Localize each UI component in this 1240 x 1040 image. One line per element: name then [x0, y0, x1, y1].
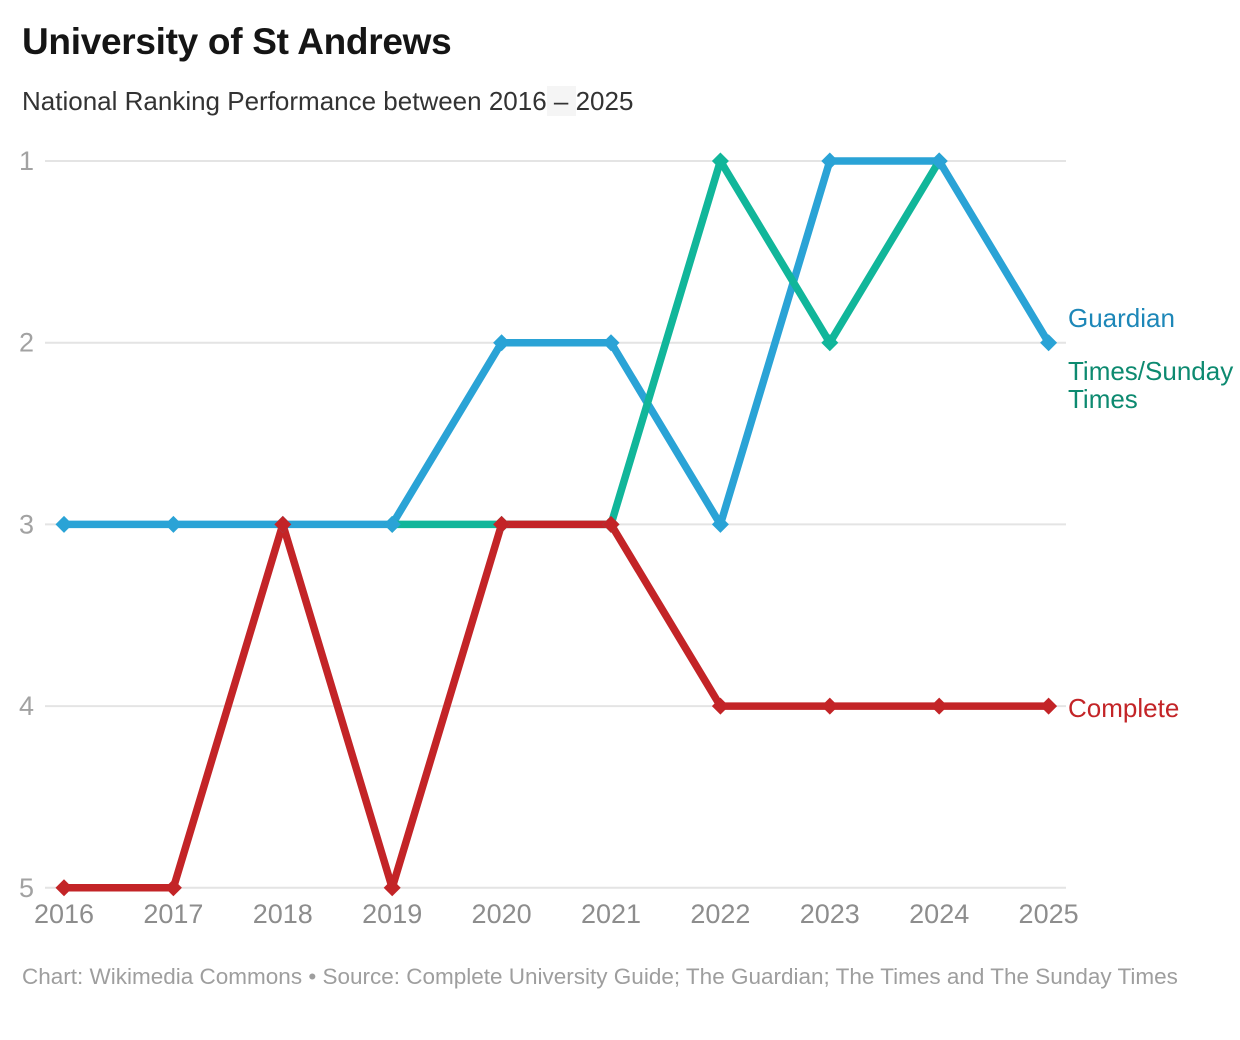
series-label-guardian: Guardian	[1068, 303, 1175, 333]
x-axis-tick-label-2019: 2019	[362, 899, 422, 929]
series-line-complete	[64, 520, 1049, 892]
x-axis-tick-label-2018: 2018	[253, 899, 313, 929]
series-label-times-sunday-times-line1: Times/Sunday	[1068, 356, 1233, 386]
marker-guardian-2016	[55, 515, 73, 533]
series-label-complete: Complete	[1068, 693, 1179, 723]
marker-times-sunday-times-2023	[821, 334, 839, 352]
x-axis-labels: 2016 2017 2018 2019 2020 2021 2022 2023 2024 2025	[34, 899, 1079, 929]
series-label-times-sunday-times-line2: Times	[1068, 384, 1138, 414]
subtitle-dash-highlight: –	[546, 86, 576, 116]
marker-complete-2016	[55, 879, 73, 897]
marker-complete-2022	[711, 697, 729, 715]
marker-guardian-2017	[164, 515, 182, 533]
y-axis-tick-label-3: 3	[19, 509, 34, 539]
marker-guardian-2021	[602, 334, 620, 352]
marker-complete-2024	[930, 697, 948, 715]
y-axis-tick-label-1: 1	[19, 146, 34, 176]
x-axis-tick-label-2020: 2020	[472, 899, 532, 929]
x-axis-tick-label-2024: 2024	[909, 899, 969, 929]
x-axis-tick-label-2016: 2016	[34, 899, 94, 929]
x-axis-tick-label-2021: 2021	[581, 899, 641, 929]
chart-subtitle: National Ranking Performance between 201…	[22, 85, 633, 118]
series-line-times-sunday-times	[392, 157, 943, 529]
x-axis-tick-label-2022: 2022	[690, 899, 750, 929]
page-title: University of St Andrews	[22, 21, 452, 62]
marker-guardian-2023	[821, 152, 839, 170]
marker-guardian-2020	[493, 334, 511, 352]
marker-complete-2018	[274, 515, 292, 533]
marker-times-sunday-times-2022	[711, 152, 729, 170]
y-axis-tick-label-4: 4	[19, 691, 34, 721]
series-lines	[64, 157, 1052, 892]
marker-guardian-2019	[383, 515, 401, 533]
y-axis-tick-label-2: 2	[19, 328, 34, 358]
y-axis-tick-label-5: 5	[19, 873, 34, 903]
x-axis-tick-label-2023: 2023	[800, 899, 860, 929]
series-line-guardian	[64, 157, 1052, 529]
marker-complete-2023	[821, 697, 839, 715]
marker-complete-2025	[1040, 697, 1058, 715]
chart-credit-line: Chart: Wikimedia Commons • Source: Compl…	[22, 964, 1178, 989]
x-axis-tick-label-2017: 2017	[143, 899, 203, 929]
x-axis-tick-label-2025: 2025	[1019, 899, 1079, 929]
marker-complete-2021	[602, 515, 620, 533]
marker-guardian-2025	[1040, 334, 1058, 352]
marker-complete-2020	[493, 515, 511, 533]
marker-complete-2017	[164, 879, 182, 897]
series-markers	[55, 152, 1058, 897]
marker-guardian-2024	[930, 152, 948, 170]
marker-complete-2019	[383, 879, 401, 897]
subtitle-text-pre: National Ranking Performance between 201…	[22, 86, 547, 116]
subtitle-text-post: 2025	[575, 86, 634, 116]
marker-guardian-2022	[711, 515, 729, 533]
